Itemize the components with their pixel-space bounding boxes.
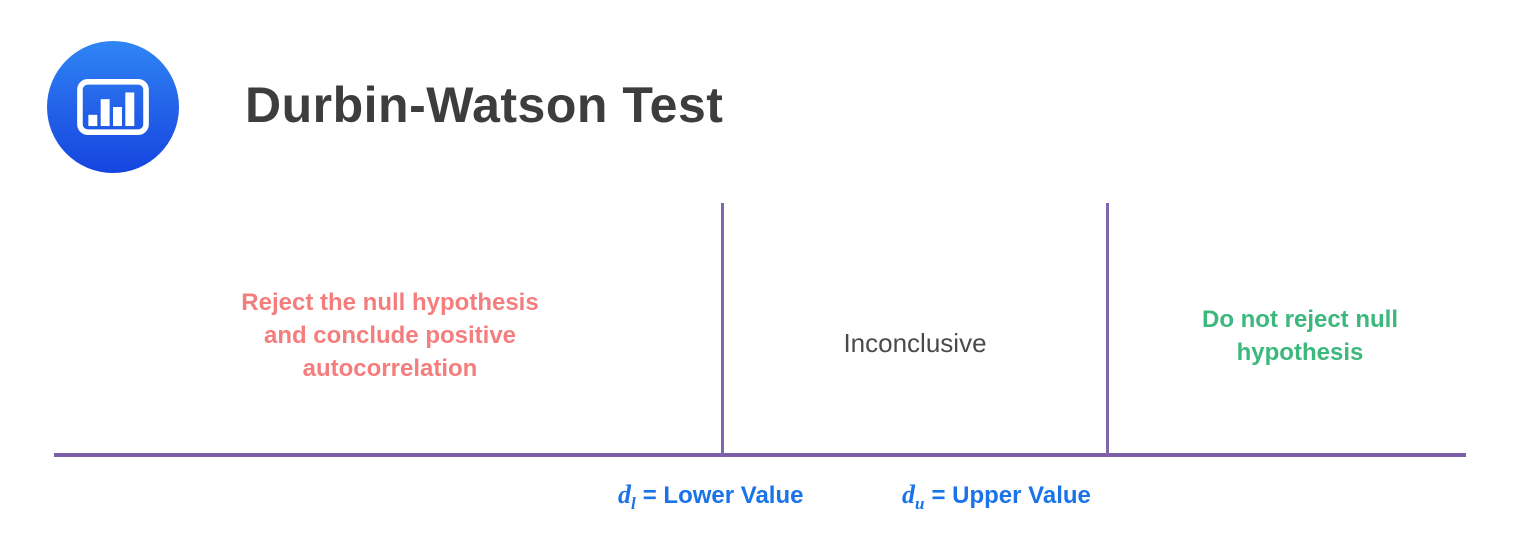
number-line-axis: [54, 453, 1466, 457]
do-not-reject-region-label: Do not reject null hypothesis: [1150, 303, 1450, 369]
do-not-reject-line-1: Do not reject null: [1201, 306, 1398, 333]
bar-chart-logo: [47, 41, 179, 173]
d-symbol: d: [902, 480, 915, 509]
inconclusive-region-label: Inconclusive: [765, 327, 1065, 360]
l-subscript: l: [631, 493, 636, 513]
page-title: Durbin-Watson Test: [245, 77, 724, 133]
reject-region-line-1: Reject the null hypothesis: [241, 289, 539, 316]
reject-region-label: Reject the null hypothesis and conclude …: [180, 286, 600, 385]
u-subscript: u: [915, 493, 925, 513]
bar-chart-icon: [77, 79, 149, 135]
lower-value-text: = Lower Value: [642, 482, 804, 509]
reject-region-line-2: and conclude positive: [263, 322, 517, 349]
do-not-reject-line-2: hypothesis: [1236, 339, 1364, 366]
lower-bound-line: [721, 203, 724, 455]
lower-value-label: dl = Lower Value: [618, 480, 804, 513]
inconclusive-region-line-1: Inconclusive: [843, 328, 987, 358]
upper-bound-line: [1106, 203, 1109, 455]
upper-value-text: = Upper Value: [931, 482, 1091, 509]
d-symbol: d: [618, 480, 631, 509]
reject-region-line-3: autocorrelation: [302, 355, 478, 382]
upper-value-label: du = Upper Value: [902, 480, 1091, 513]
